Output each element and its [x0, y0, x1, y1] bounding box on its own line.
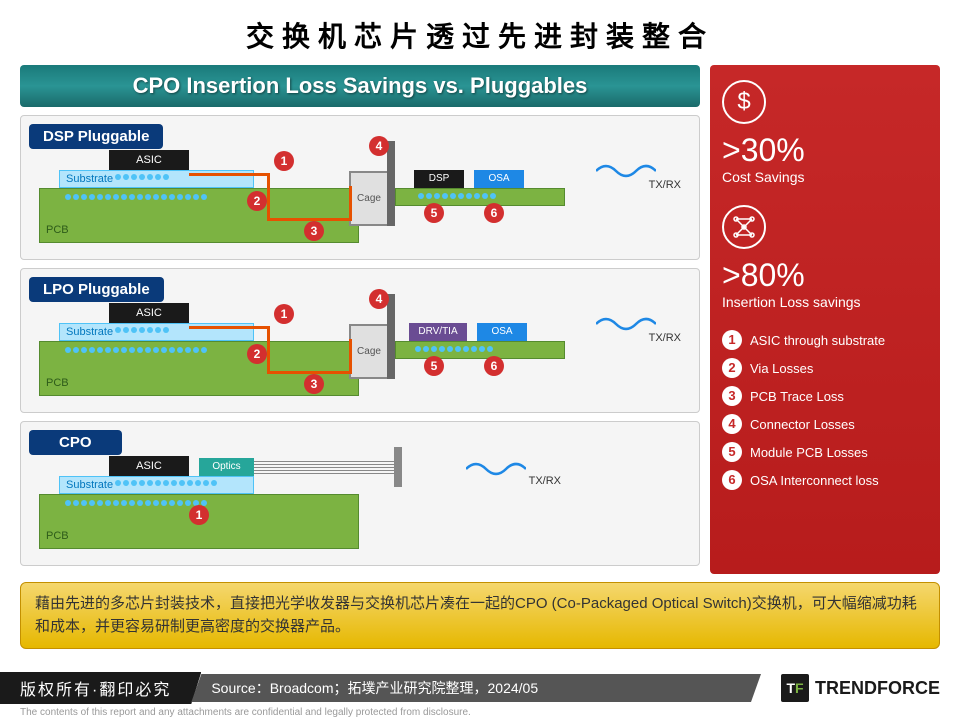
trace: [189, 326, 269, 329]
panel-cpo: CPO PCB Substrate ASIC Optics TX/RX 1: [20, 421, 700, 566]
legend-item: 3 PCB Trace Loss: [722, 386, 928, 406]
panel-lpo-label: LPO Pluggable: [29, 277, 164, 302]
page-title: 交换机芯片透过先进封装整合: [0, 0, 960, 65]
pcb-label: PCB: [46, 224, 69, 236]
optical-wave-icon: [596, 314, 656, 334]
trace: [267, 326, 270, 374]
source-text: Source：Broadcom；拓墣产业研究院整理，2024/05: [191, 674, 761, 702]
module-dots: [414, 339, 524, 347]
marker-1: 1: [274, 304, 294, 324]
cost-label: Cost Savings: [722, 169, 928, 185]
content-area: CPO Insertion Loss Savings vs. Pluggable…: [0, 65, 960, 574]
legend-item: 2 Via Losses: [722, 358, 928, 378]
legend-marker-icon: 6: [722, 470, 742, 490]
trace: [267, 371, 352, 374]
legend-marker-icon: 2: [722, 358, 742, 378]
optical-wave-icon: [596, 161, 656, 181]
legend-item: 4 Connector Losses: [722, 414, 928, 434]
copyright: 版权所有·翻印必究: [0, 672, 201, 704]
marker-3: 3: [304, 221, 324, 241]
txrx-label: TX/RX: [649, 332, 681, 344]
asic-dots: [114, 167, 184, 175]
disclaimer: The contents of this report and any atta…: [20, 707, 471, 718]
trace: [267, 173, 270, 221]
trace: [267, 218, 352, 221]
marker-5: 5: [424, 203, 444, 223]
fiber-connector: [394, 447, 402, 487]
marker-1: 1: [274, 151, 294, 171]
marker-4: 4: [369, 136, 389, 156]
cage: Cage: [349, 324, 389, 379]
legend-text: Via Losses: [750, 361, 813, 376]
pcb-label: PCB: [46, 377, 69, 389]
legend-text: ASIC through substrate: [750, 333, 885, 348]
solder-dots: [64, 340, 249, 348]
tf-text: TRENDFORCE: [815, 678, 940, 699]
marker-1: 1: [189, 505, 209, 525]
banner-title: CPO Insertion Loss Savings vs. Pluggable…: [20, 65, 700, 107]
legend-text: Connector Losses: [750, 417, 855, 432]
trace: [189, 173, 269, 176]
legend-text: PCB Trace Loss: [750, 389, 844, 404]
pcb-label: PCB: [46, 530, 69, 542]
trendforce-logo: TF TRENDFORCE: [761, 674, 960, 702]
txrx-label: TX/RX: [649, 179, 681, 191]
marker-6: 6: [484, 356, 504, 376]
optical-wave-icon: [466, 459, 526, 479]
marker-2: 2: [247, 191, 267, 211]
footer: 版权所有·翻印必究 Source：Broadcom；拓墣产业研究院整理，2024…: [0, 674, 960, 702]
legend-item: 1 ASIC through substrate: [722, 330, 928, 350]
trace: [349, 186, 352, 221]
asic-dots: [114, 320, 184, 328]
marker-3: 3: [304, 374, 324, 394]
asic-dots: [114, 473, 249, 481]
marker-6: 6: [484, 203, 504, 223]
marker-4: 4: [369, 289, 389, 309]
legend-marker-icon: 5: [722, 442, 742, 462]
trace: [349, 339, 352, 374]
marker-2: 2: [247, 344, 267, 364]
diagrams-column: CPO Insertion Loss Savings vs. Pluggable…: [20, 65, 700, 574]
fiber-lines: [254, 459, 394, 475]
cage: Cage: [349, 171, 389, 226]
description-box: 藉由先进的多芯片封装技术，直接把光学收发器与交换机芯片凑在一起的CPO (Co-…: [20, 582, 940, 649]
loss-value: >80%: [722, 257, 928, 294]
legend-text: OSA Interconnect loss: [750, 473, 879, 488]
marker-5: 5: [424, 356, 444, 376]
legend-item: 6 OSA Interconnect loss: [722, 470, 928, 490]
panel-lpo: LPO Pluggable PCB Substrate ASIC Cage DR…: [20, 268, 700, 413]
loss-label: Insertion Loss savings: [722, 294, 928, 310]
stats-sidebar: $ >30% Cost Savings >80% Insertion Loss …: [710, 65, 940, 574]
tf-icon: TF: [781, 674, 809, 702]
legend-marker-icon: 3: [722, 386, 742, 406]
legend-list: 1 ASIC through substrate 2 Via Losses 3 PCB T…: [722, 330, 928, 490]
legend-text: Module PCB Losses: [750, 445, 868, 460]
txrx-label: TX/RX: [529, 475, 561, 487]
solder-dots: [64, 493, 249, 501]
legend-marker-icon: 4: [722, 414, 742, 434]
dollar-icon: $: [722, 80, 766, 124]
panel-cpo-label: CPO: [29, 430, 122, 455]
legend-item: 5 Module PCB Losses: [722, 442, 928, 462]
solder-dots: [64, 187, 249, 195]
cage-bar: [387, 141, 395, 226]
network-icon: [722, 205, 766, 249]
cost-value: >30%: [722, 132, 928, 169]
cage-bar: [387, 294, 395, 379]
module-dots: [417, 186, 522, 194]
legend-marker-icon: 1: [722, 330, 742, 350]
panel-dsp-label: DSP Pluggable: [29, 124, 163, 149]
panel-dsp: DSP Pluggable PCB Substrate ASIC Cage DS…: [20, 115, 700, 260]
